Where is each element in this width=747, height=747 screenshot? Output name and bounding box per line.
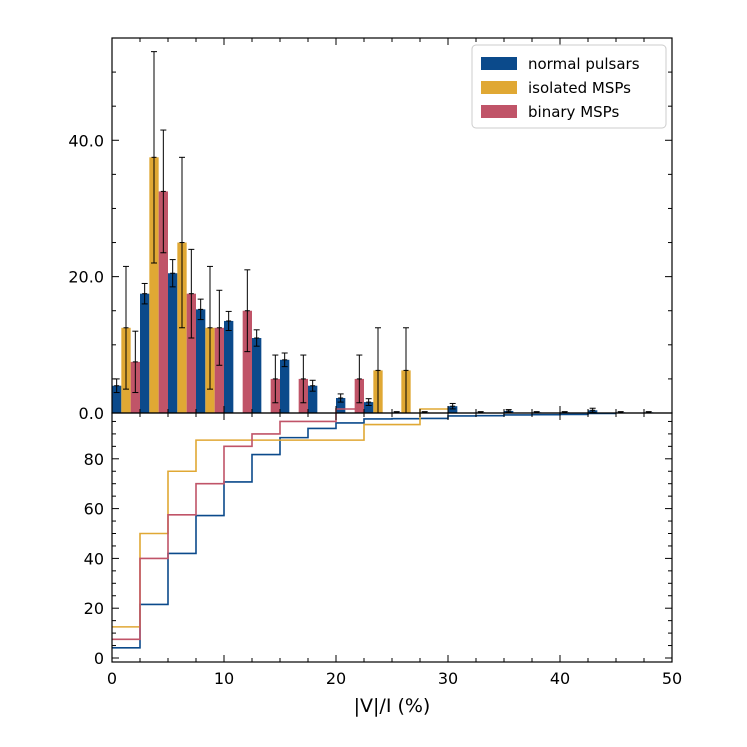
legend-swatch-binary-msps xyxy=(481,105,517,118)
x-tick-label: 30 xyxy=(438,669,458,688)
x-axis-label: |V|/I (%) xyxy=(354,695,431,717)
cumulative-line-binary-msps xyxy=(112,408,364,641)
y-tick-label: 40 xyxy=(84,549,104,568)
bar-normal-pulsars xyxy=(168,273,178,413)
bar-normal-pulsars xyxy=(364,402,374,413)
y-tick-label: 60 xyxy=(84,500,104,519)
bar-normal-pulsars xyxy=(280,359,290,413)
bar-binary-msps xyxy=(242,310,252,413)
bar-normal-pulsars xyxy=(336,398,346,413)
bar-normal-pulsars xyxy=(112,385,122,413)
y-tick-label: 0 xyxy=(94,649,104,668)
legend: normal pulsars isolated MSPs binary MSPs xyxy=(471,44,667,129)
bar-normal-pulsars xyxy=(196,309,206,413)
x-tick-label: 0 xyxy=(107,669,117,688)
legend-swatch-isolated-msps xyxy=(481,81,517,94)
x-tick-label: 10 xyxy=(214,669,234,688)
legend-label: normal pulsars xyxy=(528,55,640,73)
bar-normal-pulsars xyxy=(140,293,150,413)
x-axis: 0 10 20 30 40 50 xyxy=(107,38,682,688)
y-tick-label: 80 xyxy=(84,450,104,469)
legend-label: isolated MSPs xyxy=(528,79,631,97)
bar-normal-pulsars xyxy=(224,320,234,413)
x-tick-label: 20 xyxy=(326,669,346,688)
bar-normal-pulsars xyxy=(252,338,262,413)
bar-normal-pulsars xyxy=(448,406,458,413)
cumulative-panel: 0 20 40 60 80 xyxy=(84,408,673,668)
legend-swatch-normal-pulsars xyxy=(481,57,517,70)
legend-label: binary MSPs xyxy=(528,103,619,121)
cumulative-line-isolated-msps xyxy=(112,408,448,628)
x-tick-label: 40 xyxy=(550,669,570,688)
x-tick-label: 50 xyxy=(662,669,682,688)
bar-normal-pulsars xyxy=(308,385,318,413)
y-tick-label: 0.0 xyxy=(79,404,104,423)
y-tick-label: 20.0 xyxy=(68,268,104,287)
y-tick-label: 20 xyxy=(84,599,104,618)
bar-isolated-msps xyxy=(149,157,159,413)
legend-box xyxy=(471,44,667,129)
bar-binary-msps xyxy=(214,327,224,413)
bar-binary-msps xyxy=(158,191,168,413)
bar-binary-msps xyxy=(186,293,196,413)
y-tick-label: 40.0 xyxy=(68,131,104,150)
